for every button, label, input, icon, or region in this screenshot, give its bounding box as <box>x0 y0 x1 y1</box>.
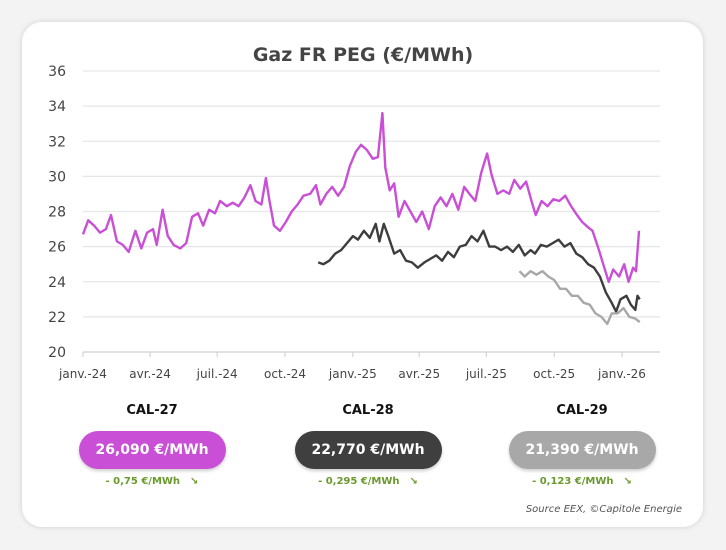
y-tick-label: 20 <box>48 345 66 361</box>
series-line-cal-29 <box>518 270 641 326</box>
cal-28-label: CAL-28 <box>342 403 394 418</box>
x-tick-label: janv.-24 <box>58 367 107 381</box>
y-tick-label: 26 <box>48 240 66 256</box>
cal-27-change-value: - 0,75 €/MWh <box>105 476 181 487</box>
cal-28-price: 22,770 €/MWh <box>294 431 442 469</box>
x-tick-label: juil.-24 <box>196 367 238 381</box>
cal-29-change-value: - 0,123 €/MWh <box>532 476 614 487</box>
x-tick-label: avr.-25 <box>398 367 440 381</box>
x-tick-label: oct.-25 <box>533 367 575 381</box>
series-line-cal-27 <box>81 111 641 283</box>
cal-27-card: CAL-27 26,090 €/MWh - 0,75 €/MWh ↘ <box>72 403 232 487</box>
cal-28-change: - 0,295 €/MWh ↘ <box>288 476 448 487</box>
source-note: Source EEX, ©Capitole Energie <box>525 504 682 515</box>
cal-29-card: CAL-29 21,390 €/MWh - 0,123 €/MWh ↘ <box>502 403 662 487</box>
chart-title: Gaz FR PEG (€/MWh) <box>252 44 474 66</box>
y-tick-label: 28 <box>48 205 66 221</box>
cal-29-change: - 0,123 €/MWh ↘ <box>502 476 662 487</box>
cal-29-label: CAL-29 <box>556 403 608 418</box>
down-right-arrow-icon: ↘ <box>409 476 418 487</box>
down-right-arrow-icon: ↘ <box>190 476 199 487</box>
x-tick-label: janv.-26 <box>597 367 646 381</box>
down-right-arrow-icon: ↘ <box>623 476 632 487</box>
cal-27-change: - 0,75 €/MWh ↘ <box>72 476 232 487</box>
cal-28-change-value: - 0,295 €/MWh <box>318 476 400 487</box>
y-tick-label: 34 <box>48 99 66 115</box>
y-tick-label: 24 <box>48 275 66 291</box>
cal-27-label: CAL-27 <box>126 403 178 418</box>
series-line-cal-28 <box>317 222 641 313</box>
cal-27-price: 26,090 €/MWh <box>78 431 226 469</box>
x-tick-label: oct.-24 <box>264 367 306 381</box>
line-chart: 20 22 24 26 28 30 32 34 36 janv.-24 avr.-24 juil.-2… <box>48 64 660 381</box>
x-tick-label: avr.-24 <box>129 367 171 381</box>
y-tick-label: 32 <box>48 134 66 150</box>
y-tick-label: 30 <box>48 169 66 185</box>
y-tick-label: 22 <box>48 310 66 326</box>
x-tick-label: juil.-25 <box>465 367 507 381</box>
y-tick-label: 36 <box>48 64 66 80</box>
x-tick-label: janv.-25 <box>328 367 377 381</box>
cal-29-price: 21,390 €/MWh <box>508 431 656 469</box>
cal-28-card: CAL-28 22,770 €/MWh - 0,295 €/MWh ↘ <box>288 403 448 487</box>
